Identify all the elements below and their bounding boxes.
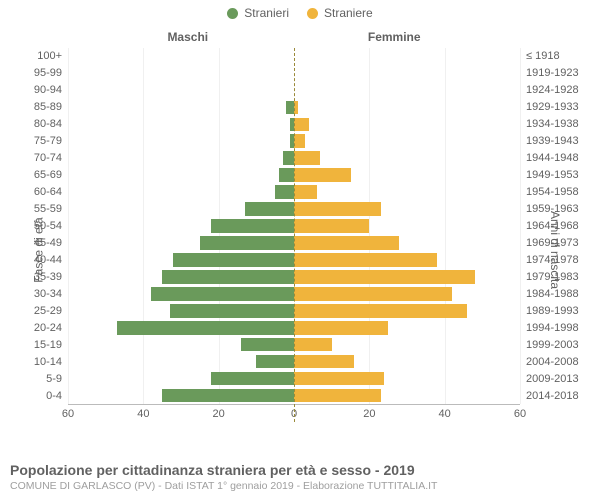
birth-label: 1999-2003 [526, 339, 592, 351]
legend-swatch-female [307, 8, 318, 19]
bar-female [294, 304, 467, 318]
side-title-female: Femmine [368, 30, 421, 44]
bar-female [294, 270, 475, 284]
birth-label: 1949-1953 [526, 169, 592, 181]
age-label: 80-84 [10, 118, 62, 130]
birth-label: 1964-1968 [526, 220, 592, 232]
bar-male [170, 304, 294, 318]
birth-label: 1954-1958 [526, 186, 592, 198]
birth-label: 1984-1988 [526, 288, 592, 300]
bar-female [294, 355, 354, 369]
bar-female [294, 202, 381, 216]
bar-female [294, 185, 317, 199]
chart-subtitle: COMUNE DI GARLASCO (PV) - Dati ISTAT 1° … [10, 480, 437, 492]
bar-female [294, 338, 332, 352]
age-label: 25-29 [10, 305, 62, 317]
age-label: 5-9 [10, 373, 62, 385]
bar-female [294, 253, 437, 267]
chart-footer: Popolazione per cittadinanza straniera p… [10, 462, 437, 492]
x-tick-label: 60 [514, 408, 526, 420]
bar-female [294, 151, 320, 165]
age-label: 95-99 [10, 67, 62, 79]
age-label: 90-94 [10, 84, 62, 96]
age-label: 100+ [10, 50, 62, 62]
birth-label: 1944-1948 [526, 152, 592, 164]
age-label: 35-39 [10, 271, 62, 283]
x-tick-label: 20 [363, 408, 375, 420]
birth-label: 1939-1943 [526, 135, 592, 147]
bar-male [162, 270, 294, 284]
bar-male [286, 101, 294, 115]
age-label: 50-54 [10, 220, 62, 232]
center-line [294, 48, 295, 422]
bar-female [294, 372, 384, 386]
bar-male [283, 151, 294, 165]
chart-area: Maschi Femmine 100+≤ 191895-991919-19239… [68, 30, 520, 422]
bar-female [294, 236, 399, 250]
age-label: 10-14 [10, 356, 62, 368]
age-label: 70-74 [10, 152, 62, 164]
birth-label: 2014-2018 [526, 390, 592, 402]
bar-male [245, 202, 294, 216]
birth-label: 1989-1993 [526, 305, 592, 317]
legend-label-female: Straniere [324, 6, 373, 20]
age-label: 15-19 [10, 339, 62, 351]
age-label: 75-79 [10, 135, 62, 147]
birth-label: 2009-2013 [526, 373, 592, 385]
legend-item-male: Stranieri [227, 6, 289, 20]
bar-male [211, 219, 294, 233]
bar-female [294, 134, 305, 148]
age-label: 60-64 [10, 186, 62, 198]
bar-male [173, 253, 294, 267]
birth-label: 1934-1938 [526, 118, 592, 130]
age-label: 40-44 [10, 254, 62, 266]
bar-male [241, 338, 294, 352]
birth-label: 1919-1923 [526, 67, 592, 79]
age-label: 20-24 [10, 322, 62, 334]
bar-male [279, 168, 294, 182]
birth-label: 1969-1973 [526, 237, 592, 249]
age-label: 0-4 [10, 390, 62, 402]
bar-male [275, 185, 294, 199]
side-title-male: Maschi [167, 30, 208, 44]
age-label: 30-34 [10, 288, 62, 300]
x-tick-label: 40 [439, 408, 451, 420]
bar-female [294, 118, 309, 132]
birth-label: 1929-1933 [526, 101, 592, 113]
bar-male [256, 355, 294, 369]
bar-female [294, 219, 369, 233]
birth-label: 1979-1983 [526, 271, 592, 283]
x-tick-label: 20 [213, 408, 225, 420]
birth-label: 2004-2008 [526, 356, 592, 368]
legend: Stranieri Straniere [0, 0, 600, 20]
bar-male [200, 236, 294, 250]
legend-item-female: Straniere [307, 6, 373, 20]
chart-title: Popolazione per cittadinanza straniera p… [10, 462, 437, 478]
bar-male [211, 372, 294, 386]
age-label: 45-49 [10, 237, 62, 249]
bar-female [294, 168, 351, 182]
birth-label: 1924-1928 [526, 84, 592, 96]
age-label: 65-69 [10, 169, 62, 181]
bar-male [162, 389, 294, 403]
bar-male [117, 321, 294, 335]
bar-male [151, 287, 294, 301]
birth-label: 1959-1963 [526, 203, 592, 215]
age-label: 85-89 [10, 101, 62, 113]
age-label: 55-59 [10, 203, 62, 215]
legend-label-male: Stranieri [244, 6, 289, 20]
legend-swatch-male [227, 8, 238, 19]
birth-label: 1994-1998 [526, 322, 592, 334]
x-tick-label: 60 [62, 408, 74, 420]
bar-female [294, 287, 452, 301]
x-tick-label: 40 [137, 408, 149, 420]
bar-female [294, 321, 388, 335]
birth-label: ≤ 1918 [526, 50, 592, 62]
birth-label: 1974-1978 [526, 254, 592, 266]
bar-female [294, 389, 381, 403]
gridline [520, 48, 521, 404]
